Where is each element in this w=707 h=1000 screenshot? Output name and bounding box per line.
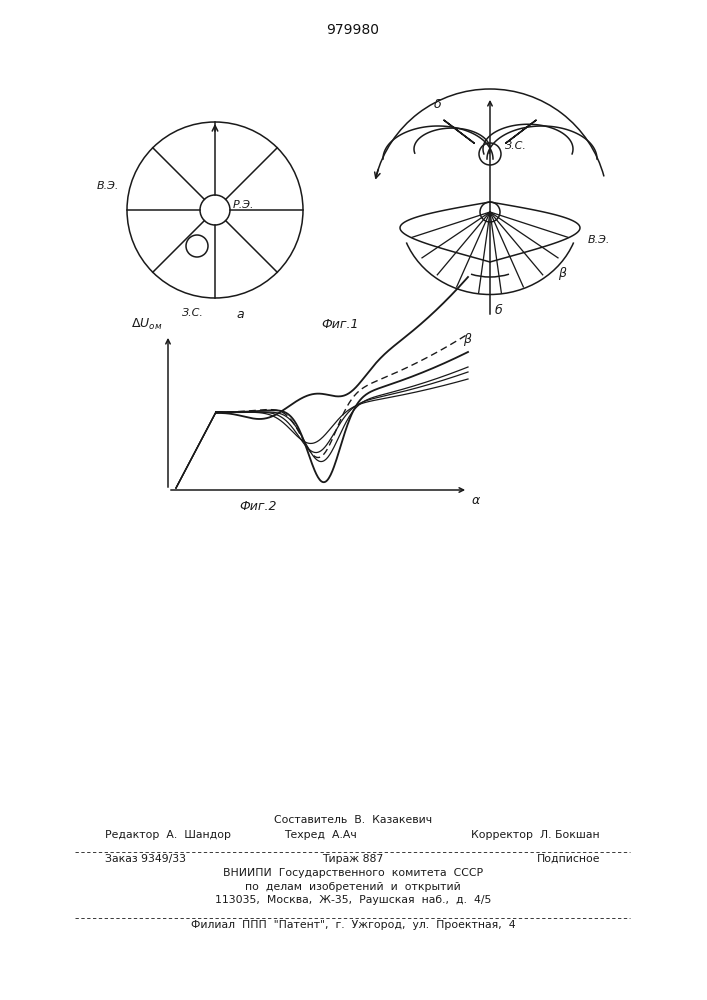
Circle shape bbox=[186, 235, 208, 257]
Circle shape bbox=[479, 143, 501, 165]
Text: Редактор  А.  Шандор: Редактор А. Шандор bbox=[105, 830, 231, 840]
Circle shape bbox=[200, 195, 230, 225]
Text: Техред  А.Ач: Техред А.Ач bbox=[284, 830, 356, 840]
Text: Тираж 887: Тираж 887 bbox=[322, 854, 384, 864]
Text: Составитель  В.  Казакевич: Составитель В. Казакевич bbox=[274, 815, 432, 825]
Text: 113035,  Москва,  Ж-35,  Раушская  наб.,  д.  4/5: 113035, Москва, Ж-35, Раушская наб., д. … bbox=[215, 895, 491, 905]
Text: В.Э.: В.Э. bbox=[588, 235, 610, 245]
Text: Р.Э.: Р.Э. bbox=[233, 200, 255, 210]
Text: ВНИИПИ  Государственного  комитета  СССР: ВНИИПИ Государственного комитета СССР bbox=[223, 868, 483, 878]
Text: Заказ 9349/33: Заказ 9349/33 bbox=[105, 854, 186, 864]
Text: β: β bbox=[558, 267, 566, 280]
Text: α: α bbox=[472, 494, 480, 507]
Circle shape bbox=[480, 202, 500, 222]
Text: З.С.: З.С. bbox=[505, 141, 527, 151]
Text: Филиал  ППП  "Патент",  г.  Ужгород,  ул.  Проектная,  4: Филиал ППП "Патент", г. Ужгород, ул. Про… bbox=[191, 920, 515, 930]
Text: Корректор  Л. Бокшан: Корректор Л. Бокшан bbox=[472, 830, 600, 840]
Text: δ: δ bbox=[434, 98, 442, 110]
Text: Фиг.1: Фиг.1 bbox=[321, 318, 358, 331]
Text: a: a bbox=[236, 308, 244, 321]
Text: Подписное: Подписное bbox=[537, 854, 600, 864]
Text: Фиг.2: Фиг.2 bbox=[239, 500, 276, 513]
Text: З.С.: З.С. bbox=[182, 308, 204, 318]
Text: б: б bbox=[494, 304, 502, 317]
Text: В.Э.: В.Э. bbox=[97, 181, 119, 191]
Text: $\Delta U_{ом}$: $\Delta U_{ом}$ bbox=[131, 317, 162, 332]
Text: β: β bbox=[463, 333, 471, 346]
Text: по  делам  изобретений  и  открытий: по делам изобретений и открытий bbox=[245, 882, 461, 892]
Text: 979980: 979980 bbox=[327, 23, 380, 37]
